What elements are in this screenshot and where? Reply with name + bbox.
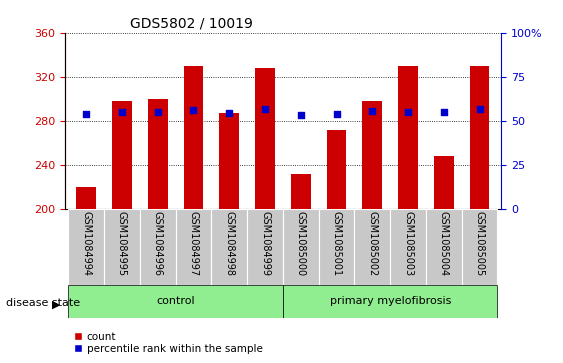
Bar [68,209,104,285]
Bar [363,101,382,209]
Bar [426,209,462,285]
Text: GSM1084997: GSM1084997 [189,211,199,276]
Text: GSM1085000: GSM1085000 [296,211,306,276]
Text: GSM1085003: GSM1085003 [403,211,413,276]
Text: disease state: disease state [6,298,80,308]
Point [332,111,341,117]
Text: control: control [157,296,195,306]
Bar [148,99,168,209]
Text: GSM1084999: GSM1084999 [260,211,270,276]
Text: ▶: ▶ [52,299,60,309]
Bar [77,187,96,209]
Point [189,107,198,113]
Bar [291,174,311,209]
Point [261,106,270,111]
Text: GSM1085004: GSM1085004 [439,211,449,276]
Text: GSM1084995: GSM1084995 [117,211,127,276]
Text: GSM1085005: GSM1085005 [475,211,485,276]
Point [475,106,484,111]
Legend: count, percentile rank within the sample: count, percentile rank within the sample [70,327,267,358]
Bar [470,66,489,209]
Text: GSM1085002: GSM1085002 [367,211,377,276]
Bar [220,113,239,209]
Point [404,109,413,115]
Bar [112,101,132,209]
Bar [68,285,283,318]
Point [225,110,234,116]
Text: GDS5802 / 10019: GDS5802 / 10019 [130,16,253,30]
Bar [398,66,418,209]
Bar [434,156,454,209]
Bar [247,209,283,285]
Point [82,111,91,117]
Bar [283,285,498,318]
Bar [140,209,176,285]
Point [118,109,127,115]
Text: GSM1084994: GSM1084994 [81,211,91,276]
Text: GSM1084996: GSM1084996 [153,211,163,276]
Bar [283,209,319,285]
Bar [104,209,140,285]
Point [439,109,448,115]
Bar [211,209,247,285]
Bar [184,66,203,209]
Bar [176,209,211,285]
Text: GSM1084998: GSM1084998 [224,211,234,276]
Bar [390,209,426,285]
Bar [462,209,498,285]
Text: primary myelofibrosis: primary myelofibrosis [329,296,451,306]
Bar [355,209,390,285]
Bar [319,209,355,285]
Point [368,108,377,114]
Text: GSM1085001: GSM1085001 [332,211,342,276]
Point [153,109,162,115]
Point [296,112,305,118]
Bar [255,68,275,209]
Bar [327,130,346,209]
